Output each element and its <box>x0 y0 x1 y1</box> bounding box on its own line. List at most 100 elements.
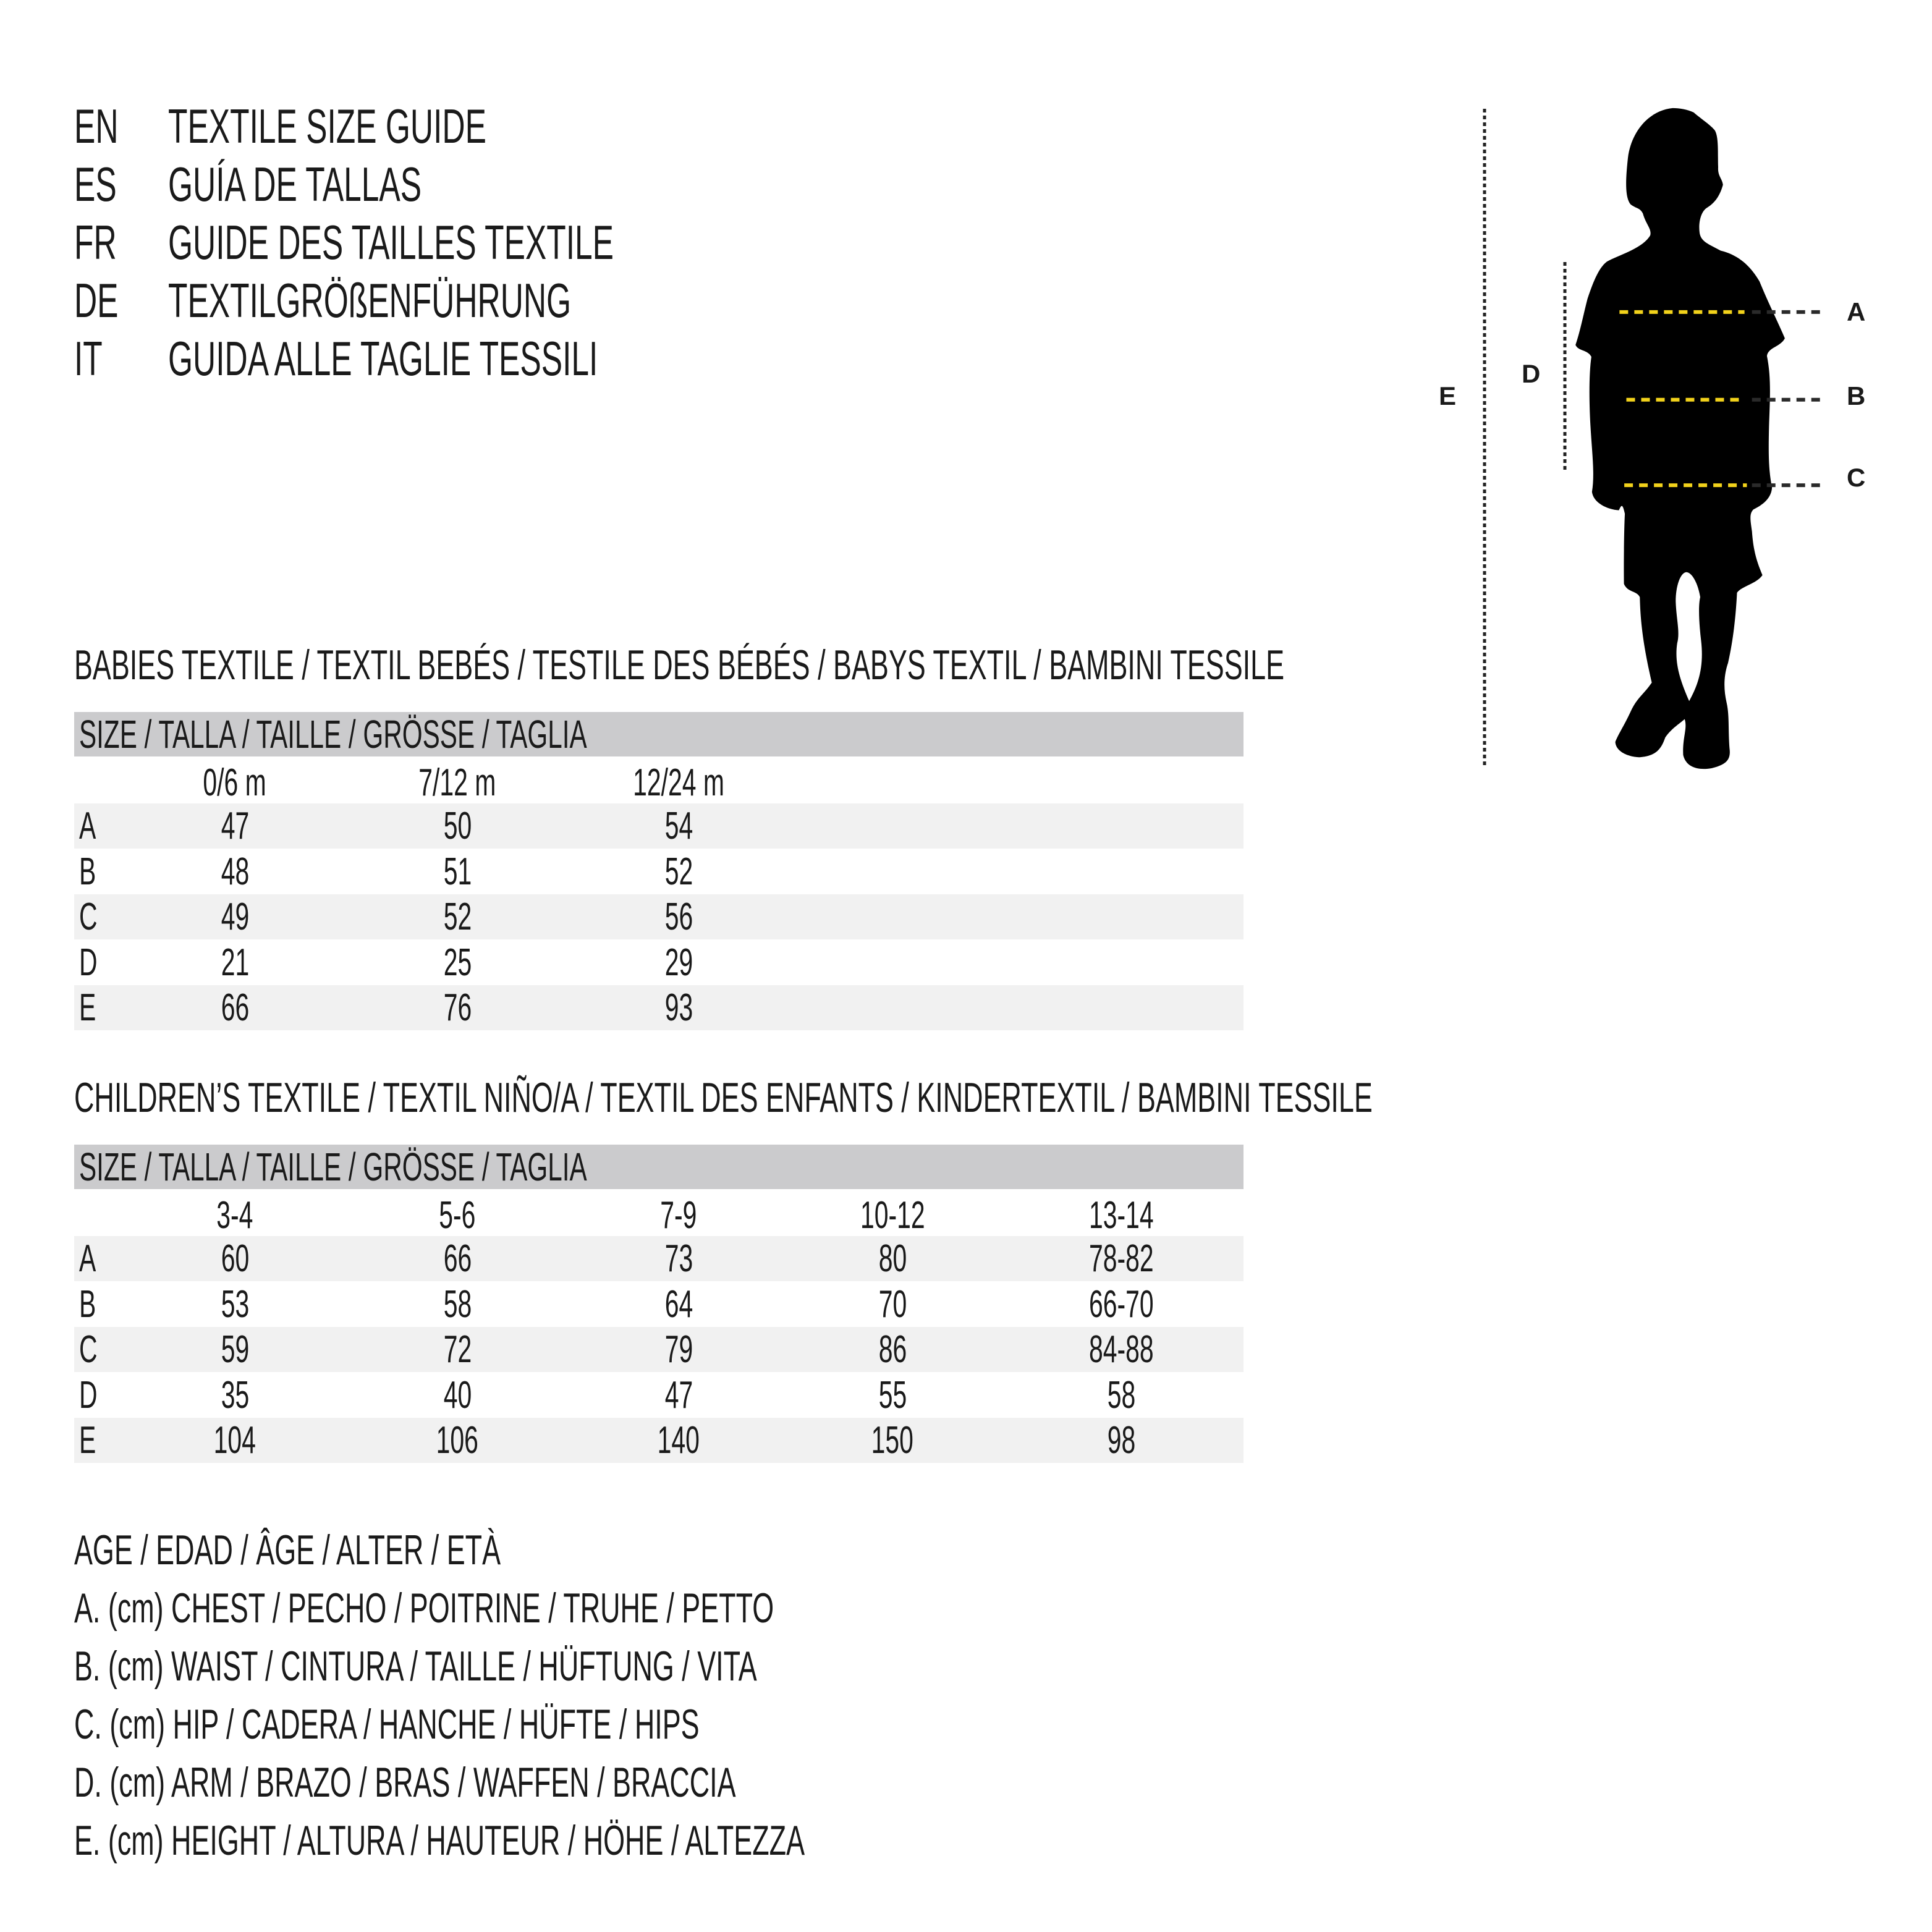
table-cell-text: 47 <box>221 805 249 847</box>
row-label-text: D <box>79 1373 98 1417</box>
label-b: B <box>1847 381 1866 410</box>
table-cell: 78-82 <box>1028 1236 1214 1282</box>
table-cell-text: 21 <box>221 941 249 984</box>
table-cell: 86 <box>800 1327 985 1373</box>
table-cell-text: 66-70 <box>1088 1282 1154 1326</box>
table-cell-text: 70 <box>878 1282 907 1326</box>
row-label-text: C <box>79 1328 98 1371</box>
legend-item: AGE / EDAD / ÂGE / ALTER / ETÀ <box>74 1527 501 1574</box>
table-cell: 54 <box>586 803 771 849</box>
row-label-text: B <box>79 1282 96 1326</box>
size-header-label: SIZE / TALLA / TAILLE / GRÖSSE / TAGLIA <box>79 1145 849 1189</box>
table-cell: 52 <box>586 849 771 895</box>
label-d: D <box>1522 359 1541 388</box>
child-silhouette-icon <box>1575 108 1785 769</box>
table-cell: 52 <box>365 894 550 940</box>
label-a: A <box>1847 297 1866 326</box>
table-cell: 49 <box>142 894 328 940</box>
table-row-band <box>74 803 1244 849</box>
column-header-text: 7/12 m <box>418 761 496 804</box>
table-cell-text: 73 <box>664 1237 693 1280</box>
table-cell: 35 <box>142 1373 328 1418</box>
table-cell: 79 <box>586 1327 771 1373</box>
row-label-text: A <box>79 805 96 847</box>
table-cell: 66 <box>365 1236 550 1282</box>
column-header: 5-6 <box>365 1193 550 1239</box>
table-cell: 72 <box>365 1327 550 1373</box>
row-label: A <box>79 1236 104 1282</box>
table-cell: 50 <box>365 803 550 849</box>
table-cell-text: 56 <box>664 896 693 938</box>
row-label: B <box>79 849 104 895</box>
column-header: 0/6 m <box>142 760 328 806</box>
size-header-label: SIZE / TALLA / TAILLE / GRÖSSE / TAGLIA <box>79 712 849 756</box>
table-cell-text: 47 <box>664 1373 693 1417</box>
table-cell: 47 <box>142 803 328 849</box>
row-label: A <box>79 803 104 849</box>
table-cell-text: 72 <box>443 1328 472 1371</box>
table-cell: 140 <box>586 1418 771 1464</box>
table-cell-text: 52 <box>443 896 472 938</box>
legend-item: A. (cm) CHEST / PECHO / POITRINE / TRUHE… <box>74 1585 774 1632</box>
table-cell-text: 40 <box>443 1373 472 1417</box>
table-cell-text: 55 <box>878 1373 907 1417</box>
table-row-band <box>74 894 1244 939</box>
table-cell-text: 50 <box>443 805 472 847</box>
row-label: E <box>79 985 104 1031</box>
table-cell-text: 106 <box>436 1419 479 1462</box>
table-cell-text: 58 <box>1107 1373 1135 1417</box>
table-cell: 93 <box>586 985 771 1031</box>
table-cell-text: 140 <box>657 1419 700 1462</box>
table-cell: 48 <box>142 849 328 895</box>
table-cell-text: 52 <box>664 850 693 893</box>
lang-code: DE <box>74 273 119 328</box>
guide-title: GUÍA DE TALLAS <box>168 157 422 211</box>
table-row-band <box>74 1327 1244 1372</box>
guide-title: GUIDA ALLE TAGLIE TESSILI <box>168 331 598 386</box>
row-label-text: E <box>79 1419 96 1462</box>
row-label: C <box>79 1327 107 1373</box>
lang-code: FR <box>74 215 117 269</box>
guide-title: TEXTILE SIZE GUIDE <box>168 99 486 153</box>
table-cell: 25 <box>365 940 550 986</box>
table-cell-text: 80 <box>878 1237 907 1280</box>
table-cell-text: 29 <box>664 941 693 984</box>
table-cell: 106 <box>365 1418 550 1464</box>
column-header-text: 12/24 m <box>633 761 724 804</box>
guide-title: TEXTILGRÖßENFÜHRUNG <box>168 273 572 328</box>
table-cell: 29 <box>586 940 771 986</box>
row-label: D <box>79 940 107 986</box>
table-cell-text: 66 <box>221 986 249 1029</box>
lang-code: ES <box>74 157 117 211</box>
row-label-text: A <box>79 1237 96 1280</box>
table-cell-text: 76 <box>443 986 472 1029</box>
row-label-text: C <box>79 896 98 938</box>
table-cell: 60 <box>142 1236 328 1282</box>
column-header-text: 5-6 <box>439 1194 476 1237</box>
table-cell-text: 48 <box>221 850 249 893</box>
table-cell: 40 <box>365 1373 550 1418</box>
column-header-text: 0/6 m <box>203 761 267 804</box>
table-cell: 150 <box>800 1418 985 1464</box>
table-cell-text: 104 <box>213 1419 256 1462</box>
row-label: B <box>79 1282 104 1328</box>
table-row-band <box>74 1418 1244 1463</box>
column-header: 12/24 m <box>586 760 771 806</box>
table-cell-text: 93 <box>664 986 693 1029</box>
table-cell: 59 <box>142 1327 328 1373</box>
column-header: 10-12 <box>800 1193 985 1239</box>
table-cell: 66-70 <box>1028 1282 1214 1328</box>
row-label-text: E <box>79 986 96 1029</box>
legend-item: B. (cm) WAIST / CINTURA / TAILLE / HÜFTU… <box>74 1643 757 1690</box>
table-cell: 47 <box>586 1373 771 1418</box>
table-cell-text: 84-88 <box>1088 1328 1154 1371</box>
table-cell-text: 86 <box>878 1328 907 1371</box>
children-section-title: CHILDREN’S TEXTILE / TEXTIL NIÑO/A / TEX… <box>74 1074 1373 1121</box>
table-cell-text: 60 <box>221 1237 249 1280</box>
table-cell: 73 <box>586 1236 771 1282</box>
size-header-label-text: SIZE / TALLA / TAILLE / GRÖSSE / TAGLIA <box>79 712 587 756</box>
size-header-bar <box>74 712 1244 756</box>
column-header: 3-4 <box>142 1193 328 1239</box>
table-row-band <box>74 1236 1244 1281</box>
row-label: C <box>79 894 107 940</box>
